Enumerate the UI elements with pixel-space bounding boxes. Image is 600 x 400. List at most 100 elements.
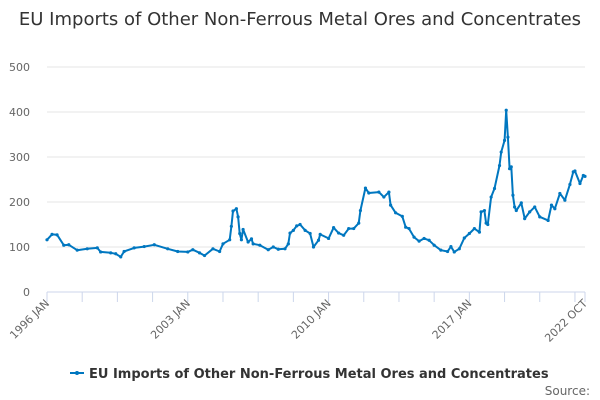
data-point[interactable] <box>506 135 510 139</box>
data-point[interactable] <box>546 218 550 223</box>
data-point[interactable] <box>511 193 515 197</box>
data-point[interactable] <box>298 222 302 227</box>
data-point[interactable] <box>558 191 562 196</box>
data-point[interactable] <box>417 239 421 243</box>
data-point[interactable] <box>528 210 532 214</box>
data-point[interactable] <box>271 245 275 249</box>
data-point[interactable] <box>221 242 225 246</box>
data-point[interactable] <box>467 231 471 236</box>
data-point[interactable] <box>218 249 222 254</box>
data-point[interactable] <box>523 217 527 221</box>
data-point[interactable] <box>382 195 386 199</box>
data-point[interactable] <box>311 245 316 249</box>
data-point[interactable] <box>400 214 404 218</box>
data-point[interactable] <box>119 255 123 259</box>
data-point[interactable] <box>388 203 393 207</box>
data-point[interactable] <box>85 247 89 251</box>
data-point[interactable] <box>457 247 461 251</box>
data-point[interactable] <box>45 238 49 242</box>
data-point[interactable] <box>449 244 453 249</box>
data-point[interactable] <box>211 247 215 251</box>
data-point[interactable] <box>427 238 431 242</box>
data-point[interactable] <box>67 243 71 247</box>
data-point[interactable] <box>241 227 245 232</box>
data-point[interactable] <box>342 233 346 237</box>
data-point[interactable] <box>99 250 103 254</box>
data-point[interactable] <box>62 243 66 247</box>
data-point[interactable] <box>316 238 321 242</box>
data-point[interactable] <box>291 228 295 232</box>
data-point[interactable] <box>202 253 207 258</box>
data-point[interactable] <box>387 190 391 194</box>
data-point[interactable] <box>251 242 255 246</box>
data-point[interactable] <box>55 233 59 237</box>
data-point[interactable] <box>533 205 537 209</box>
data-point[interactable] <box>479 210 483 214</box>
source-label[interactable]: Source: <box>544 384 590 398</box>
data-point[interactable] <box>95 246 99 250</box>
data-point[interactable] <box>499 150 503 154</box>
data-point[interactable] <box>462 236 466 240</box>
data-point[interactable] <box>357 221 361 225</box>
data-point[interactable] <box>509 165 513 169</box>
data-point[interactable] <box>249 237 254 241</box>
data-point[interactable] <box>246 240 250 244</box>
data-point[interactable] <box>286 242 290 246</box>
data-point[interactable] <box>432 243 436 247</box>
data-point[interactable] <box>497 163 502 168</box>
data-point[interactable] <box>229 224 233 228</box>
data-point[interactable] <box>553 207 557 211</box>
data-point[interactable] <box>519 201 523 205</box>
data-point[interactable] <box>377 190 381 194</box>
data-point[interactable] <box>186 250 190 254</box>
data-point[interactable] <box>504 108 508 112</box>
data-point[interactable] <box>337 231 341 235</box>
data-point[interactable] <box>318 232 322 236</box>
data-point[interactable] <box>573 169 577 173</box>
data-point[interactable] <box>238 231 242 236</box>
data-point[interactable] <box>276 247 280 251</box>
data-point[interactable] <box>231 209 235 213</box>
data-point[interactable] <box>288 231 292 235</box>
data-point[interactable] <box>486 222 490 227</box>
data-point[interactable] <box>394 211 398 215</box>
data-point[interactable] <box>239 238 244 242</box>
data-point[interactable] <box>176 249 180 254</box>
data-point[interactable] <box>347 226 351 231</box>
legend[interactable]: EU Imports of Other Non-Ferrous Metal Or… <box>70 367 549 382</box>
data-point[interactable] <box>114 252 118 256</box>
data-point[interactable] <box>295 224 299 228</box>
data-point[interactable] <box>122 249 126 254</box>
data-point[interactable] <box>234 207 238 211</box>
data-point[interactable] <box>549 203 554 207</box>
data-point[interactable] <box>367 191 371 195</box>
data-point[interactable] <box>502 138 507 142</box>
data-point[interactable] <box>563 198 567 202</box>
data-point[interactable] <box>404 225 408 229</box>
data-point[interactable] <box>266 248 270 252</box>
data-point[interactable] <box>352 226 356 231</box>
data-point[interactable] <box>283 247 287 251</box>
data-point[interactable] <box>477 230 482 234</box>
data-point[interactable] <box>191 248 195 252</box>
data-point[interactable] <box>407 226 411 231</box>
data-point[interactable] <box>578 181 582 186</box>
data-point[interactable] <box>583 174 587 178</box>
data-point[interactable] <box>303 228 307 232</box>
data-point[interactable] <box>489 195 493 199</box>
data-point[interactable] <box>538 215 542 219</box>
data-point[interactable] <box>358 208 363 213</box>
data-point[interactable] <box>166 247 170 251</box>
data-point[interactable] <box>308 231 312 236</box>
data-point[interactable] <box>514 208 518 213</box>
data-point[interactable] <box>363 186 368 190</box>
data-point[interactable] <box>439 248 443 252</box>
data-point[interactable] <box>472 226 476 231</box>
data-point[interactable] <box>236 215 240 219</box>
data-point[interactable] <box>445 249 450 254</box>
data-point[interactable] <box>568 182 572 187</box>
data-point[interactable] <box>50 232 54 236</box>
data-point[interactable] <box>109 251 113 255</box>
data-point[interactable] <box>75 248 79 252</box>
data-point[interactable] <box>422 236 426 241</box>
